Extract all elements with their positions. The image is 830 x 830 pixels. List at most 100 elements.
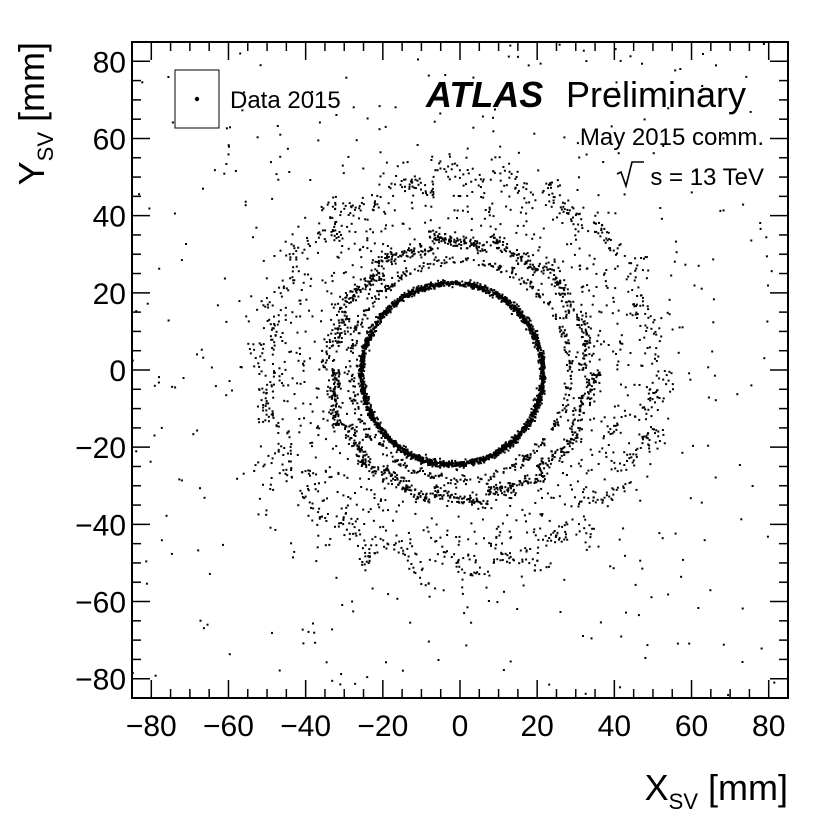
data-point <box>392 302 395 305</box>
data-point <box>468 498 471 501</box>
data-point <box>495 453 497 456</box>
data-point <box>541 386 544 389</box>
data-point <box>373 274 376 277</box>
data-point <box>510 497 513 500</box>
data-point <box>345 366 347 369</box>
data-point <box>292 279 295 282</box>
data-point <box>647 392 650 395</box>
data-point <box>396 297 399 300</box>
data-point <box>516 437 519 440</box>
data-point <box>253 365 256 368</box>
data-point <box>324 361 327 364</box>
data-point <box>554 313 557 316</box>
data-point <box>356 324 359 327</box>
data-point <box>550 533 552 536</box>
data-point <box>353 428 356 431</box>
data-point <box>532 531 535 534</box>
data-point <box>381 444 384 447</box>
data-point <box>490 264 493 267</box>
data-point <box>574 234 577 237</box>
data-point <box>337 235 340 238</box>
data-point <box>517 312 520 315</box>
data-point <box>523 458 526 461</box>
data-point <box>562 287 565 290</box>
data-point <box>553 456 556 459</box>
data-point <box>307 243 310 246</box>
data-point <box>548 200 551 203</box>
data-point <box>458 283 461 286</box>
data-point <box>468 500 471 503</box>
data-point <box>511 440 514 443</box>
data-point <box>258 342 261 345</box>
data-point <box>420 285 423 287</box>
data-point <box>559 282 562 285</box>
data-point <box>324 240 327 243</box>
data-point <box>515 231 518 234</box>
data-point <box>364 337 367 340</box>
data-point <box>512 301 515 304</box>
data-point <box>583 320 586 323</box>
data-point <box>441 545 444 548</box>
data-point <box>580 404 583 407</box>
data-point <box>258 373 261 375</box>
data-point <box>331 369 334 372</box>
data-point <box>386 245 389 247</box>
data-point <box>525 201 528 204</box>
data-point <box>258 365 261 368</box>
data-point <box>506 514 509 517</box>
data-point <box>571 448 574 450</box>
data-point <box>624 414 627 417</box>
data-point <box>539 399 542 402</box>
data-point <box>364 454 367 457</box>
data-point <box>334 229 337 232</box>
data-point <box>538 344 541 347</box>
data-point <box>527 320 530 323</box>
data-point <box>565 387 568 390</box>
data-point <box>402 251 405 254</box>
data-point <box>367 428 370 431</box>
data-point <box>310 277 313 280</box>
data-point <box>558 459 561 462</box>
data-point <box>360 361 363 364</box>
data-point <box>466 498 468 501</box>
data-point <box>657 435 660 438</box>
data-point <box>377 261 380 263</box>
data-point <box>331 329 334 332</box>
data-point <box>408 486 411 489</box>
data-point <box>532 193 534 196</box>
data-point <box>450 493 453 496</box>
data-point <box>509 299 511 302</box>
data-point <box>362 351 365 354</box>
data-point <box>365 560 368 563</box>
data-point <box>355 503 358 506</box>
data-point <box>414 291 416 294</box>
data-point <box>361 383 364 386</box>
data-point <box>499 249 502 252</box>
data-point <box>531 207 534 210</box>
data-point <box>262 409 265 412</box>
data-point <box>291 476 293 479</box>
data-point <box>418 177 421 180</box>
data-point <box>483 217 486 220</box>
data-point <box>492 265 495 268</box>
data-point <box>401 458 404 461</box>
data-point <box>565 334 568 337</box>
data-point <box>410 489 413 492</box>
data-point <box>317 232 319 235</box>
data-point <box>496 558 499 561</box>
data-point <box>450 479 453 482</box>
data-point <box>368 559 371 562</box>
data-point <box>636 317 639 319</box>
data-point <box>563 438 566 441</box>
data-point <box>370 408 373 411</box>
data-point <box>403 462 406 465</box>
data-point <box>387 202 390 205</box>
data-point <box>445 283 448 286</box>
data-point <box>371 194 373 197</box>
data-point <box>406 455 409 458</box>
data-point <box>339 214 342 217</box>
data-point <box>447 165 450 168</box>
data-point <box>361 563 364 566</box>
data-point <box>415 454 418 457</box>
data-point <box>420 467 423 470</box>
